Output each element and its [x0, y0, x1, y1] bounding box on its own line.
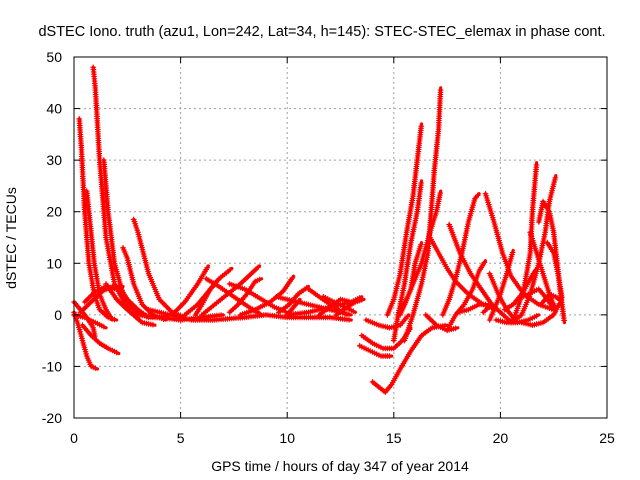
- y-tick-label: 0: [54, 307, 62, 323]
- chart-title: dSTEC Iono. truth (azu1, Lon=242, Lat=34…: [38, 24, 605, 40]
- x-tick-label: 15: [386, 430, 402, 446]
- data-series-arc-34: [356, 343, 394, 359]
- series-markers: [284, 298, 302, 318]
- data-series-arc-28: [263, 312, 353, 323]
- y-tick-label: -10: [42, 358, 62, 374]
- series-markers: [90, 64, 150, 320]
- data-series-arc-37: [363, 313, 411, 331]
- series-line: [370, 323, 449, 394]
- series-markers: [103, 281, 156, 328]
- series-markers: [169, 264, 210, 318]
- series-markers: [544, 239, 565, 300]
- data-series-arc-62: [486, 270, 517, 322]
- series-markers: [518, 301, 562, 328]
- series-markers: [333, 297, 365, 318]
- x-tick-label: 25: [599, 430, 615, 446]
- data-series-arc-33: [333, 297, 366, 318]
- axis-ticks: 0 5 10 15 20 25 -20 -10 0 10 20 30 40 50: [42, 49, 615, 446]
- plot-frame: [73, 56, 608, 419]
- y-tick-label: -20: [42, 410, 62, 426]
- data-series-arc-13: [130, 216, 187, 320]
- series-markers: [384, 123, 425, 318]
- series-markers: [391, 180, 424, 344]
- data-series-arc-44: [423, 312, 460, 334]
- data-series-arc-39: [391, 179, 424, 344]
- data-series-arc-35: [369, 322, 449, 395]
- data-series-arc-46: [444, 259, 488, 334]
- y-tick-label: 30: [46, 152, 62, 168]
- series-markers: [486, 270, 517, 322]
- series-markers: [263, 312, 352, 323]
- x-tick-label: 0: [70, 430, 78, 446]
- series-markers: [130, 216, 186, 320]
- series-markers: [455, 301, 489, 316]
- series-markers: [538, 291, 564, 308]
- data-series-arc-24: [237, 274, 296, 318]
- series-markers: [397, 190, 444, 318]
- y-tick-label: 20: [46, 204, 62, 220]
- data-series-arc-11: [103, 281, 157, 328]
- grid: [74, 57, 607, 418]
- data-series-arc-29: [284, 297, 302, 318]
- data-series-arc-05: [81, 188, 115, 322]
- data-series-arc-42: [397, 189, 444, 318]
- y-tick-label: 40: [46, 101, 62, 117]
- series-markers: [440, 192, 481, 318]
- data-series-arc-38: [384, 122, 425, 318]
- series-markers: [79, 322, 120, 356]
- data-series-arc-48: [455, 301, 490, 316]
- data-series-arc-07: [79, 322, 121, 356]
- y-axis-title: dSTEC / TECUs: [3, 187, 19, 289]
- series-markers: [369, 322, 448, 395]
- x-tick-label: 10: [279, 430, 295, 446]
- series-markers: [527, 229, 558, 311]
- series-markers: [356, 343, 393, 359]
- x-axis-title: GPS time / hours of day 347 of year 2014: [211, 458, 469, 474]
- data-series-group: [71, 64, 567, 395]
- data-series-arc-32: [316, 296, 353, 318]
- series-markers: [444, 259, 488, 334]
- data-series-arc-08: [71, 312, 108, 330]
- series-markers: [446, 221, 494, 306]
- data-series-arc-17: [169, 264, 210, 318]
- data-series-arc-59: [538, 291, 564, 308]
- x-tick-label: 20: [493, 430, 509, 446]
- data-series-arc-60: [544, 239, 565, 301]
- data-series-arc-57: [527, 229, 558, 312]
- x-tick-label: 5: [177, 430, 185, 446]
- y-tick-label: 10: [46, 255, 62, 271]
- series-markers: [237, 275, 296, 318]
- data-series-arc-23: [226, 281, 289, 315]
- y-tick-label: 50: [46, 49, 62, 65]
- data-series-arc-47: [446, 221, 494, 307]
- data-series-arc-58: [518, 300, 562, 328]
- series-markers: [316, 296, 352, 318]
